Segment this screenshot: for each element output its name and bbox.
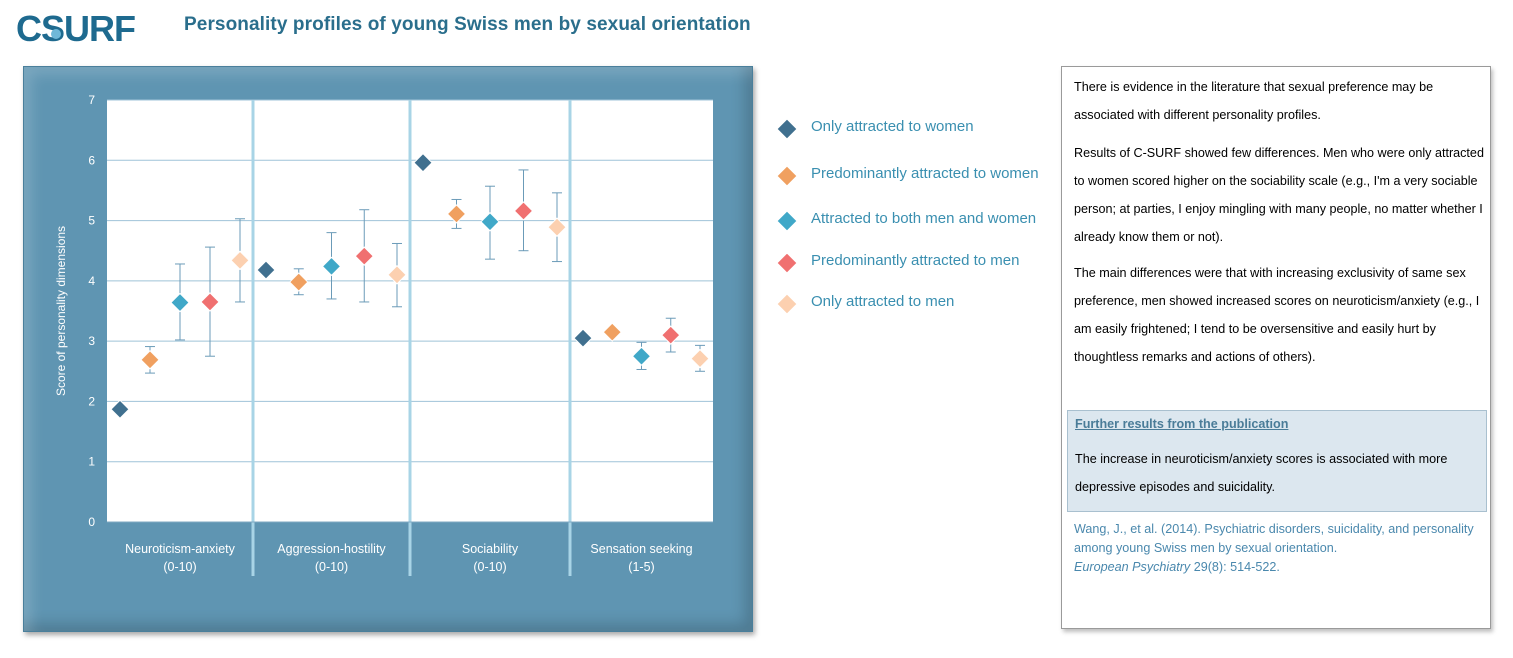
citation-journal: European Psychiatry — [1074, 560, 1191, 574]
csurf-logo: CSURF — [16, 10, 136, 46]
series-4 — [200, 169, 681, 357]
legend-diamond-icon — [776, 293, 798, 315]
further-results-box: Further results from the publication The… — [1067, 410, 1487, 512]
citation[interactable]: Wang, J., et al. (2014). Psychiatric dis… — [1074, 520, 1484, 577]
data-point — [256, 260, 276, 280]
y-axis-title: Score of personality dimensions — [54, 226, 68, 396]
legend-diamond-icon — [776, 252, 798, 274]
data-point — [230, 250, 250, 271]
y-tick-label: 2 — [88, 394, 95, 408]
x-category-range: (0-10) — [473, 560, 506, 574]
x-category-label: Aggression-hostility — [277, 542, 386, 556]
series-2 — [140, 198, 622, 374]
data-point — [573, 328, 593, 348]
series-1 — [110, 152, 593, 419]
data-point — [547, 217, 567, 237]
x-category-label: Neuroticism-anxiety — [125, 542, 236, 556]
x-category-range: (1-5) — [628, 560, 654, 574]
data-point — [661, 325, 681, 345]
data-point — [480, 212, 500, 232]
page-title: Personality profiles of young Swiss men … — [184, 14, 751, 35]
data-point — [513, 201, 534, 221]
data-point — [446, 204, 467, 224]
data-point — [413, 152, 433, 173]
x-category-range: (0-10) — [315, 560, 348, 574]
legend-label: Predominantly attracted to women — [811, 165, 1039, 182]
x-category-label: Sensation seeking — [590, 542, 692, 556]
series-3 — [170, 185, 652, 370]
legend-label: Predominantly attracted to men — [811, 252, 1020, 269]
legend-label: Attracted to both men and women — [811, 210, 1037, 227]
info-panel: There is evidence in the literature that… — [1061, 66, 1491, 629]
info-paragraph-1: There is evidence in the literature that… — [1074, 80, 1434, 122]
info-paragraph-2: Results of C-SURF showed few differences… — [1074, 146, 1484, 244]
data-point — [200, 292, 220, 312]
data-point — [321, 256, 342, 277]
y-tick-label: 4 — [88, 274, 95, 288]
legend-diamond-icon — [776, 118, 798, 140]
data-point — [170, 292, 190, 313]
logo-text: CSURF — [16, 10, 135, 46]
legend-label: Only attracted to women — [811, 118, 974, 135]
legend-label: Only attracted to men — [811, 293, 955, 310]
y-tick-label: 5 — [88, 214, 95, 228]
data-point — [110, 399, 130, 419]
citation-main: Wang, J., et al. (2014). Psychiatric dis… — [1074, 522, 1474, 555]
chart-panel: 0 1 2 3 4 5 6 7 Score of personality dimensions N… — [23, 66, 753, 632]
logo-dot-icon — [51, 29, 61, 39]
y-tick-label: 3 — [88, 334, 95, 348]
y-tick-label: 1 — [88, 455, 95, 469]
data-point — [387, 265, 407, 285]
further-results-text: The increase in neuroticism/anxiety scor… — [1075, 452, 1448, 494]
citation-rest: 29(8): 514-522. — [1190, 560, 1280, 574]
legend-diamond-icon — [776, 210, 798, 232]
x-category-label: Sociability — [462, 542, 519, 556]
series-5 — [230, 192, 710, 372]
data-point — [602, 322, 622, 342]
legend-diamond-icon — [776, 165, 798, 187]
x-category-range: (0-10) — [163, 560, 196, 574]
chart-svg: 0 1 2 3 4 5 6 7 Score of personality dimensions N… — [54, 93, 713, 576]
data-point — [354, 246, 374, 266]
data-point — [690, 348, 710, 369]
data-point — [631, 346, 652, 366]
y-tick-label: 0 — [88, 515, 95, 529]
y-tick-label: 6 — [88, 153, 95, 167]
data-point — [140, 350, 160, 370]
further-results-link[interactable]: Further results from the publication — [1075, 417, 1289, 431]
data-point — [289, 272, 309, 292]
info-paragraph-3: The main differences were that with incr… — [1074, 266, 1480, 364]
y-tick-label: 7 — [88, 93, 95, 107]
